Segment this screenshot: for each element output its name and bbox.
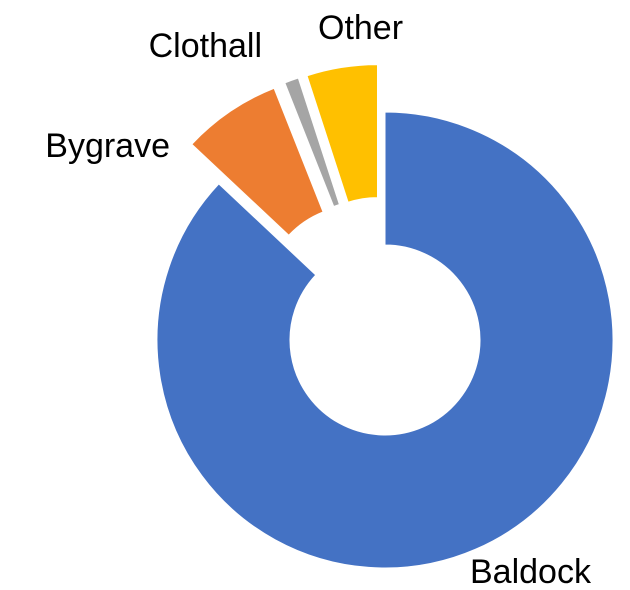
donut-slice xyxy=(306,64,378,203)
slice-label: Baldock xyxy=(470,553,592,590)
slice-label: Bygrave xyxy=(45,127,170,165)
slice-label: Other xyxy=(318,9,403,47)
slice-label: Clothall xyxy=(149,27,262,65)
donut-slice xyxy=(284,77,341,208)
donut-slice xyxy=(191,87,324,236)
donut-slice xyxy=(156,111,614,569)
